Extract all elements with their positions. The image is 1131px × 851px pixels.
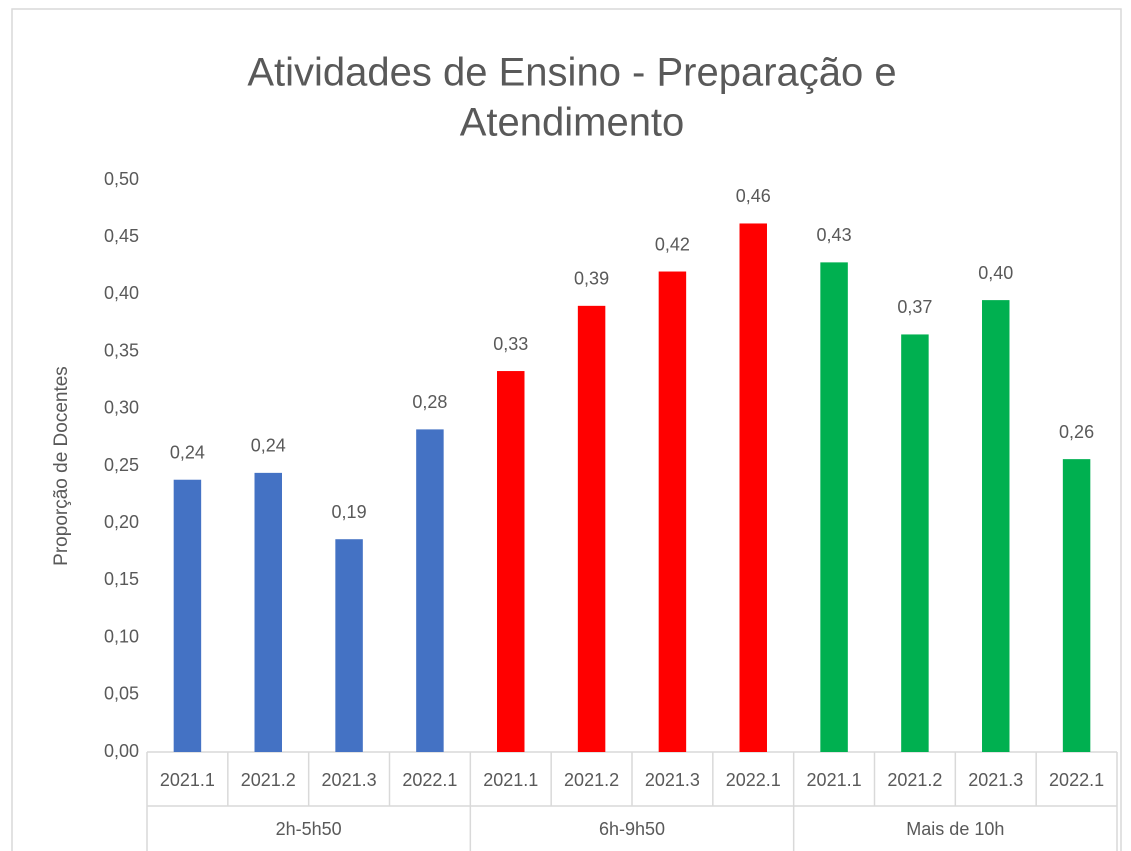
y-tick-label: 0,05	[104, 684, 139, 704]
chart-title: Atividades de Ensino - Preparação e	[247, 51, 896, 95]
chart-title: Atendimento	[460, 101, 685, 145]
x-tick-label: 2021.3	[968, 770, 1023, 790]
x-tick-label: 2021.1	[483, 770, 538, 790]
x-tick-label: 2021.3	[322, 770, 377, 790]
group-label: 6h-9h50	[599, 819, 665, 839]
bar	[982, 300, 1010, 752]
y-tick-label: 0,00	[104, 741, 139, 761]
x-tick-label: 2022.1	[1049, 770, 1104, 790]
data-label: 0,42	[655, 234, 690, 254]
data-label: 0,28	[412, 392, 447, 412]
bar	[497, 371, 525, 752]
bar	[1062, 459, 1091, 752]
y-axis-title: Proporção de Docentes	[51, 366, 72, 566]
data-label: 0,37	[897, 297, 932, 317]
bar	[254, 472, 282, 752]
data-label: 0,26	[1059, 422, 1094, 442]
chart-border	[11, 8, 1122, 851]
bar	[416, 429, 444, 752]
x-tick-label: 2022.1	[726, 770, 781, 790]
group-label: 2h-5h50	[276, 819, 342, 839]
y-tick-label: 0,30	[104, 398, 139, 418]
y-tick-label: 0,50	[104, 169, 139, 189]
bar	[577, 305, 606, 752]
x-tick-label: 2022.1	[402, 770, 457, 790]
data-label: 0,39	[574, 269, 609, 289]
y-tick-label: 0,35	[104, 340, 139, 360]
bar	[335, 539, 363, 752]
x-tick-label: 2021.2	[564, 770, 619, 790]
y-tick-label: 0,40	[104, 283, 139, 303]
data-label: 0,24	[251, 436, 286, 456]
group-label: Mais de 10h	[906, 819, 1004, 839]
data-label: 0,40	[978, 263, 1013, 283]
y-tick-label: 0,25	[104, 455, 139, 475]
data-label: 0,43	[817, 225, 852, 245]
x-tick-label: 2021.3	[645, 770, 700, 790]
bar	[658, 271, 687, 752]
data-label: 0,24	[170, 442, 205, 462]
y-tick-label: 0,15	[104, 569, 139, 589]
bar	[901, 334, 929, 752]
y-tick-label: 0,45	[104, 226, 139, 246]
x-tick-label: 2021.1	[807, 770, 862, 790]
data-label: 0,33	[493, 334, 528, 354]
x-tick-label: 2021.1	[160, 770, 215, 790]
y-tick-label: 0,20	[104, 512, 139, 532]
data-label: 0,19	[332, 502, 367, 522]
bar	[173, 479, 202, 752]
data-label: 0,46	[736, 186, 771, 206]
bar	[820, 262, 848, 752]
x-tick-label: 2021.2	[241, 770, 296, 790]
x-tick-label: 2021.2	[887, 770, 942, 790]
y-tick-label: 0,10	[104, 626, 139, 646]
bar	[739, 223, 767, 753]
